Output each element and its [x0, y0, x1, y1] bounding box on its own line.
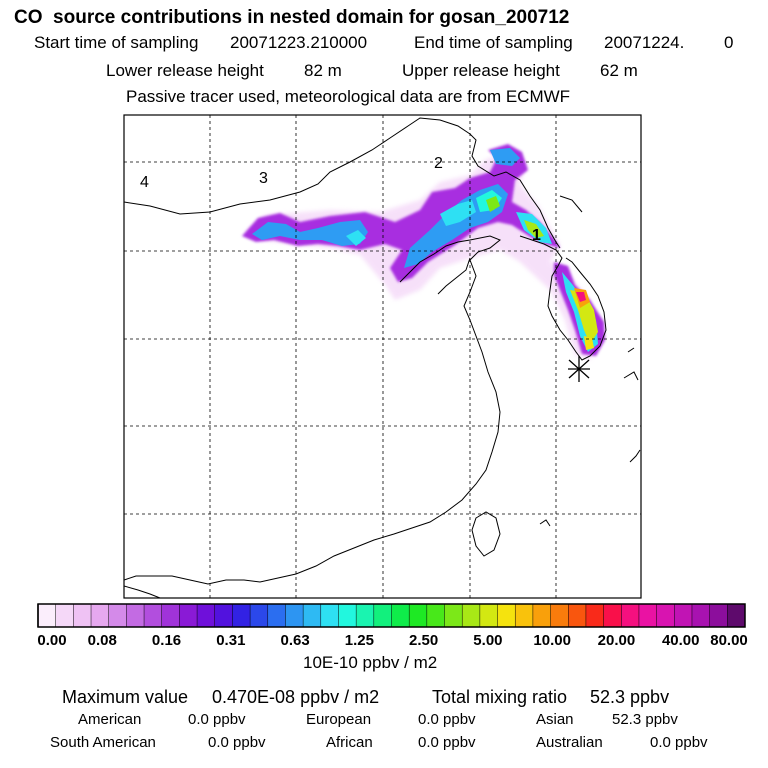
region-label-3: 3	[259, 170, 268, 187]
max-value: 0.470E-08 ppbv / m2	[212, 687, 380, 707]
plume-core	[486, 196, 598, 350]
colorbar-tick-label: 5.00	[473, 632, 503, 649]
colorbar-cell	[444, 604, 463, 627]
source-value-australian: 0.0 ppbv	[650, 734, 708, 751]
colorbar-tick-label: 20.00	[597, 632, 636, 649]
colorbar-cell	[91, 604, 110, 627]
colorbar-cell	[55, 604, 74, 627]
colorbar-cell	[727, 604, 746, 627]
total-mixing-value: 52.3 ppbv	[590, 687, 670, 707]
colorbar-cell	[232, 604, 251, 627]
colorbar-cell	[568, 604, 587, 627]
colorbar-cell	[585, 604, 604, 627]
colorbar-frame	[37, 603, 746, 628]
colorbar-cell	[38, 604, 56, 627]
asterisk-icon	[568, 356, 590, 382]
colorbar	[37, 603, 746, 628]
colorbar-cell	[285, 604, 304, 627]
colorbar-cell	[373, 604, 392, 627]
colorbar-cell	[267, 604, 286, 627]
source-value-american: 0.0 ppbv	[188, 711, 246, 728]
colorbar-tick-label: 10.00	[533, 632, 571, 649]
colorbar-tick-label: 0.00	[37, 632, 67, 649]
colorbar-cell	[621, 604, 640, 627]
tracer-note: Passive tracer used, meteorological data…	[126, 87, 571, 106]
source-name-asian: Asian	[536, 711, 574, 728]
end-time-label: End time of sampling	[414, 33, 573, 52]
colorbar-cell	[320, 604, 339, 627]
source-name-south-american: South American	[50, 734, 156, 751]
colorbar-cell	[73, 604, 92, 627]
start-time-value: 20071223.210000	[230, 33, 368, 52]
colorbar-cell	[479, 604, 498, 627]
colorbar-tick-label: 2.50	[409, 632, 439, 649]
colorbar-cell	[603, 604, 622, 627]
map-frame	[123, 114, 642, 599]
source-value-african: 0.0 ppbv	[418, 734, 476, 751]
colorbar-unit: 10E-10 ppbv / m2	[303, 653, 438, 672]
source-name-european: European	[306, 711, 372, 728]
source-value-asian: 52.3 ppbv	[612, 711, 678, 728]
colorbar-cell	[709, 604, 728, 627]
colorbar-tick-label: 1.25	[344, 632, 374, 649]
source-value-european: 0.0 ppbv	[418, 711, 476, 728]
region-label-1: 1	[532, 227, 541, 244]
page-title: CO source contributions in nested domain…	[14, 7, 570, 28]
colorbar-cell	[197, 604, 216, 627]
region-label-4: 4	[140, 174, 149, 191]
colorbar-cell	[656, 604, 675, 627]
colorbar-cell	[691, 604, 710, 627]
colorbar-tick-label: 0.08	[87, 632, 117, 649]
colorbar-cell	[179, 604, 198, 627]
colorbar-cell	[674, 604, 693, 627]
map-panel: 1 2 3 4	[123, 114, 642, 599]
upper-release-value: 62 m	[600, 61, 638, 80]
max-value-label: Maximum value	[62, 687, 189, 707]
colorbar-cell	[550, 604, 569, 627]
colorbar-cell	[303, 604, 322, 627]
colorbar-cell	[108, 604, 127, 627]
coastlines	[124, 117, 641, 598]
colorbar-cell	[161, 604, 180, 627]
colorbar-cell	[426, 604, 445, 627]
colorbar-cell	[515, 604, 534, 627]
region-label-2: 2	[434, 155, 443, 172]
colorbar-cell	[497, 604, 516, 627]
source-name-australian: Australian	[536, 734, 603, 751]
colorbar-cell	[144, 604, 163, 627]
colorbar-cell	[409, 604, 428, 627]
start-time-label: Start time of sampling	[34, 33, 199, 52]
source-value-south-american: 0.0 ppbv	[208, 734, 266, 751]
colorbar-cell	[462, 604, 481, 627]
map-gridlines	[124, 115, 641, 598]
colorbar-cell	[126, 604, 145, 627]
colorbar-tick-label: 0.16	[151, 632, 182, 649]
end-time-extra: 0	[724, 33, 734, 52]
colorbar-cell	[250, 604, 269, 627]
source-name-african: African	[326, 734, 373, 751]
end-time-value: 20071224.	[604, 33, 685, 52]
upper-release-label: Upper release height	[402, 61, 560, 80]
source-name-american: American	[78, 711, 142, 728]
colorbar-cell	[391, 604, 410, 627]
colorbar-tick-label: 0.63	[280, 632, 310, 649]
total-mixing-label: Total mixing ratio	[432, 687, 568, 707]
colorbar-tick-label: 0.31	[216, 632, 246, 649]
colorbar-cell	[638, 604, 657, 627]
plume-layer	[242, 144, 605, 360]
lower-release-label: Lower release height	[106, 61, 264, 80]
colorbar-cell	[532, 604, 551, 627]
colorbar-tick-label: 80.00	[710, 632, 748, 649]
colorbar-tick-label: 40.00	[661, 632, 700, 649]
colorbar-cell	[338, 604, 357, 627]
lower-release-value: 82 m	[304, 61, 342, 80]
colorbar-cell	[356, 604, 375, 627]
colorbar-cell	[214, 604, 233, 627]
